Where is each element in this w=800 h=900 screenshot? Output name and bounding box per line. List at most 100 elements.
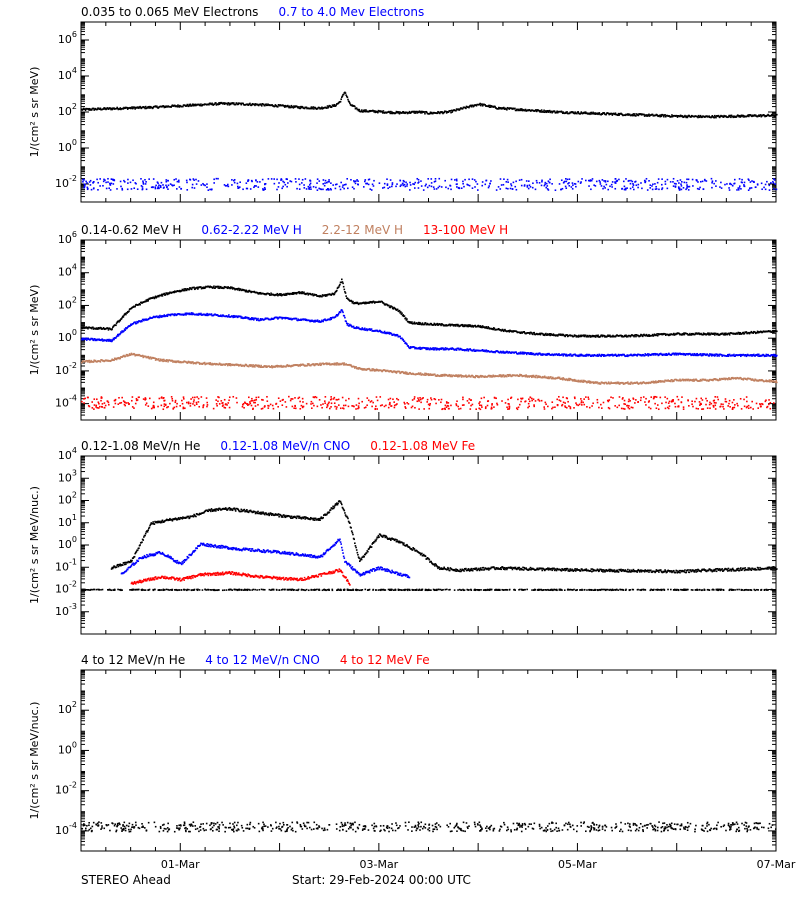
data-point [146, 298, 149, 301]
data-point [583, 335, 586, 338]
data-point [168, 292, 171, 295]
data-point [303, 107, 306, 110]
data-point [342, 364, 345, 366]
data-point [702, 333, 704, 336]
data-point [404, 317, 407, 319]
data-point [259, 319, 261, 322]
data-point [284, 294, 287, 296]
data-point [602, 353, 604, 356]
data-point [707, 333, 710, 336]
data-point [516, 108, 519, 111]
data-point [563, 180, 566, 183]
data-point [296, 364, 299, 366]
data-point [299, 365, 302, 367]
data-point [154, 357, 156, 360]
data-point [559, 334, 562, 336]
data-point [732, 116, 735, 119]
series-1 [81, 91, 778, 119]
data-point [120, 185, 122, 188]
data-point [272, 318, 275, 320]
data-point [270, 365, 273, 367]
data-point [118, 108, 121, 110]
data-point [745, 355, 748, 358]
data-point [385, 332, 388, 335]
data-point [252, 317, 254, 319]
data-point [119, 180, 122, 183]
data-point [740, 188, 742, 190]
data-point [277, 294, 279, 297]
data-point [257, 317, 259, 320]
data-point [770, 115, 773, 117]
data-point [733, 178, 736, 181]
data-point [341, 278, 343, 281]
data-point [162, 184, 164, 186]
data-point [414, 112, 417, 114]
data-point [199, 313, 202, 316]
data-point [434, 177, 437, 180]
data-point [406, 111, 408, 114]
data-point [580, 353, 583, 356]
data-point [757, 331, 759, 334]
data-point [157, 295, 160, 298]
data-point [566, 111, 568, 113]
data-point [288, 317, 290, 320]
data-point [450, 109, 453, 112]
data-point [96, 108, 99, 111]
data-point [107, 327, 109, 330]
data-point [155, 296, 158, 299]
data-point [357, 180, 359, 182]
data-point [498, 106, 500, 109]
data-point [193, 103, 195, 106]
data-point [644, 180, 647, 183]
data-point [589, 336, 592, 338]
data-point [615, 180, 618, 182]
data-point [352, 300, 354, 303]
data-point [142, 180, 144, 182]
data-point [480, 325, 483, 328]
data-point [308, 363, 310, 365]
data-point [81, 338, 83, 341]
data-point [157, 182, 159, 185]
data-point [353, 180, 356, 183]
data-point [401, 337, 403, 340]
data-point [208, 363, 211, 366]
data-point [216, 285, 219, 288]
data-point [676, 116, 679, 118]
data-point [284, 317, 287, 320]
data-point [350, 324, 352, 327]
data-point [192, 103, 194, 105]
data-point [525, 180, 528, 182]
data-point [505, 181, 508, 183]
data-point [117, 335, 120, 337]
data-point [417, 178, 420, 181]
data-point [157, 315, 160, 318]
data-point [364, 179, 367, 181]
data-point [86, 186, 89, 189]
data-point [165, 180, 168, 183]
data-point [478, 326, 481, 328]
data-point [306, 363, 309, 365]
data-point [166, 292, 168, 295]
data-point [113, 359, 115, 362]
data-point [300, 105, 302, 108]
data-point [450, 188, 452, 191]
data-point [304, 178, 307, 180]
data-point [160, 181, 163, 184]
data-point [687, 185, 690, 188]
data-point [104, 179, 106, 181]
data-point [457, 324, 460, 327]
data-point [115, 107, 118, 110]
data-point [116, 333, 119, 336]
data-point [213, 178, 215, 181]
data-point [758, 353, 760, 356]
data-point [565, 178, 567, 180]
data-point [591, 354, 594, 356]
data-point [388, 331, 390, 334]
data-point [573, 112, 576, 115]
data-point [280, 294, 283, 297]
data-point [362, 186, 365, 188]
data-point [713, 353, 715, 356]
data-point [276, 316, 279, 319]
data-point [463, 185, 465, 188]
data-point [652, 183, 654, 186]
